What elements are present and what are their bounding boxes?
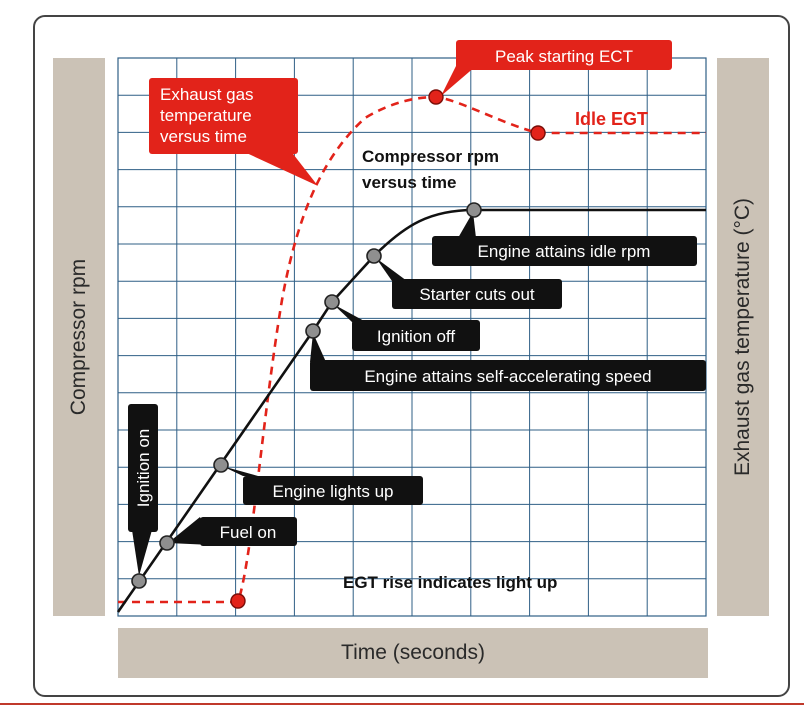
fuel-on-label: Fuel on <box>220 523 277 542</box>
marker-starter-cuts <box>366 248 382 264</box>
left-axis-bar <box>53 58 105 616</box>
rpm-label-line-2: versus time <box>362 173 457 192</box>
engine-lights-up-callout: Engine lights up <box>222 466 423 505</box>
idle-rpm-label: Engine attains idle rpm <box>478 242 651 261</box>
idle-rpm-callout: Engine attains idle rpm <box>432 212 697 266</box>
peak-egt-label: Peak starting ECT <box>495 47 633 66</box>
marker-fuel-on <box>159 535 175 551</box>
self-accelerating-label: Engine attains self-accelerating speed <box>364 367 651 386</box>
egt-label-line-3: versus time <box>160 127 247 146</box>
marker-egt-idle <box>530 125 546 141</box>
marker-egt-peak <box>428 89 444 105</box>
marker-ignition-off <box>324 294 340 310</box>
x-axis-label: Time (seconds) <box>341 641 485 664</box>
engine-lights-up-label: Engine lights up <box>273 482 394 501</box>
egt-rise-label: EGT rise indicates light up <box>343 573 557 592</box>
starter-cuts-out-callout: Starter cuts out <box>376 258 562 309</box>
bottom-rule <box>0 703 804 705</box>
marker-idle-rpm <box>466 202 482 218</box>
fuel-on-callout: Fuel on <box>168 517 297 546</box>
marker-egt-rise <box>230 593 246 609</box>
egt-label-line-1: Exhaust gas <box>160 85 254 104</box>
egt-curve-callout: Exhaust gas temperature versus time <box>149 78 318 186</box>
egt-label-line-2: temperature <box>160 106 252 125</box>
marker-lights-up <box>213 457 229 473</box>
ignition-on-callout: Ignition on <box>128 404 158 576</box>
rpm-curve <box>116 208 706 613</box>
ignition-off-label: Ignition off <box>377 327 455 346</box>
idle-egt-label: Idle EGT <box>575 109 648 129</box>
ignition-off-callout: Ignition off <box>333 304 480 351</box>
marker-ignition-on <box>131 573 147 589</box>
peak-egt-callout: Peak starting ECT <box>441 40 672 96</box>
starter-cuts-out-label: Starter cuts out <box>419 285 535 304</box>
marker-self-accelerating <box>305 323 321 339</box>
rpm-label-line-1: Compressor rpm <box>362 147 499 166</box>
x-axis-bar <box>118 628 708 678</box>
right-axis-bar <box>717 58 769 616</box>
ignition-on-label: Ignition on <box>134 429 153 507</box>
self-accelerating-callout: Engine attains self-accelerating speed <box>310 333 706 391</box>
